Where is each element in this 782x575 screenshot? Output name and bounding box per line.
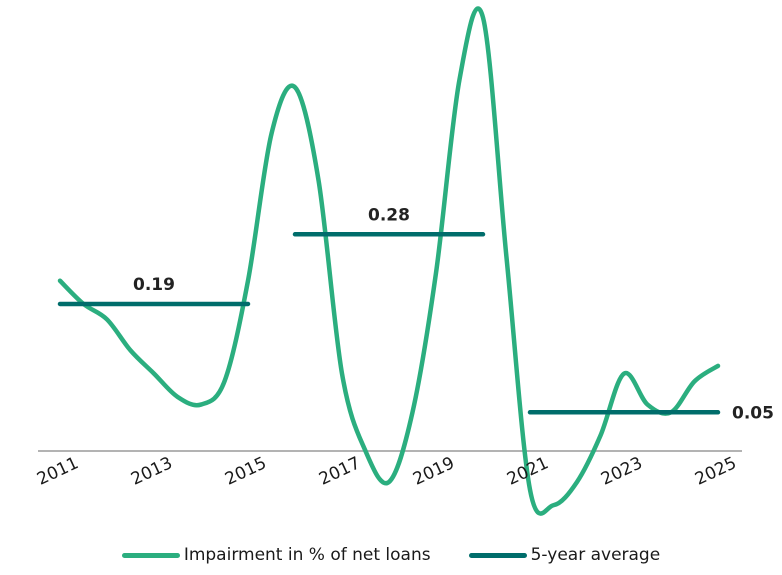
x-tick-label: 2011 bbox=[34, 453, 82, 489]
x-tick-label: 2013 bbox=[128, 453, 176, 489]
x-tick-label: 2017 bbox=[316, 453, 364, 489]
x-tick-label: 2019 bbox=[410, 453, 458, 489]
average-label-1: 0.19 bbox=[133, 275, 175, 295]
average-label-3: 0.05 bbox=[732, 403, 774, 423]
x-tick-label: 2015 bbox=[222, 453, 270, 489]
chart-legend: Impairment in % of net loans 5-year aver… bbox=[0, 540, 782, 570]
line-chart: 0.190.280.05 2011 2013 2015 2017 2019 2021 202… bbox=[34, 6, 774, 516]
legend-label-average: 5-year average bbox=[530, 545, 661, 565]
impairment-series-line bbox=[57, 6, 721, 516]
legend-swatch-impairment bbox=[121, 552, 180, 558]
x-tick-label: 2023 bbox=[598, 453, 646, 489]
legend-label-impairment: Impairment in % of net loans bbox=[183, 545, 431, 565]
legend-item-impairment: Impairment in % of net loans bbox=[121, 545, 431, 565]
legend-swatch-average bbox=[468, 552, 527, 558]
average-label-2: 0.28 bbox=[368, 205, 410, 225]
x-tick-label: 2025 bbox=[692, 453, 740, 489]
legend-item-average: 5-year average bbox=[468, 545, 661, 565]
five-year-average-segments: 0.19 0.28 0.05 bbox=[57, 205, 774, 423]
